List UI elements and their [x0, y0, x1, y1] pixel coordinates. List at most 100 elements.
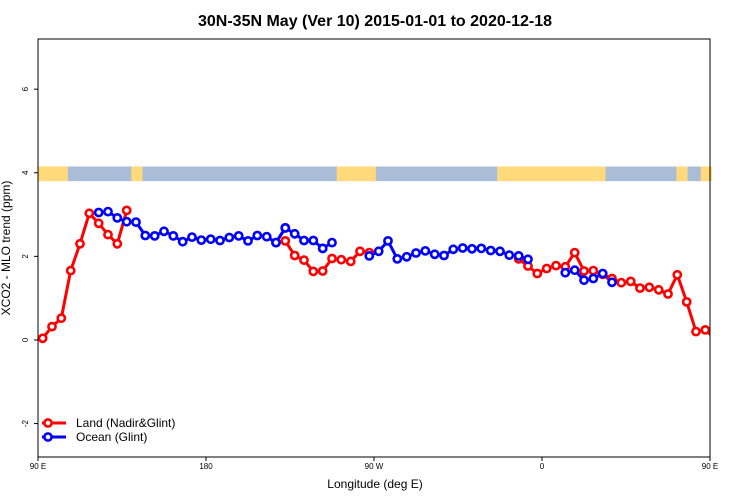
ocean-data-point	[289, 228, 300, 239]
ocean-data-point	[373, 246, 384, 257]
x-tick-label: 90 E	[702, 462, 718, 471]
y-tick-label: -2	[21, 419, 30, 427]
land-data-point	[112, 238, 123, 249]
land-data-point	[532, 268, 543, 279]
ocean-data-point	[112, 212, 123, 223]
ocean-data-point	[420, 245, 431, 256]
surface-band	[38, 166, 712, 182]
land-data-point	[730, 315, 737, 322]
land-data-point	[644, 282, 655, 293]
ocean-data-point	[364, 250, 375, 261]
land-data-point	[103, 229, 113, 240]
land-data-point	[541, 263, 552, 274]
land-band-segment	[590, 166, 606, 182]
ocean-data-point	[308, 235, 319, 246]
ocean-data-point	[597, 268, 608, 279]
land-data-point	[299, 255, 309, 265]
ocean-data-point	[131, 217, 141, 227]
land-data-point	[625, 276, 636, 287]
ocean-data-point	[467, 243, 477, 254]
ocean-data-point	[299, 235, 309, 246]
plot-lines	[41, 209, 710, 340]
x-tick-label: 0	[540, 462, 545, 471]
land-data-point	[280, 235, 291, 246]
land-data-point	[681, 296, 692, 307]
land-data-point	[588, 265, 599, 276]
legend-ocean-label: Ocean (Glint)	[76, 430, 147, 444]
ocean-data-point	[579, 275, 589, 286]
ocean-data-point	[243, 235, 253, 246]
land-band-segment	[336, 166, 376, 182]
legend-land-marker	[43, 418, 53, 428]
land-data-point	[317, 266, 328, 276]
ocean-data-point	[411, 248, 421, 258]
land-band-segment	[38, 166, 68, 182]
ocean-data-point	[560, 267, 571, 278]
ocean-data-point	[448, 244, 459, 255]
y-tick-label: 4	[21, 170, 30, 175]
y-axis: -2 0 2 4 6	[21, 86, 38, 427]
ocean-data-point	[252, 230, 263, 241]
land-band-segment	[497, 166, 591, 182]
ocean-data-point	[196, 235, 207, 245]
ocean-data-point	[317, 243, 328, 254]
land-data-point	[93, 218, 104, 229]
ocean-data-point	[168, 230, 179, 241]
ocean-data-point	[569, 265, 580, 276]
ocean-data-point	[429, 249, 440, 260]
ocean-data-point	[504, 250, 515, 260]
ocean-data-point	[233, 230, 244, 241]
ocean-data-point	[383, 235, 393, 246]
ocean-data-point	[159, 226, 169, 237]
land-data-point	[308, 266, 319, 277]
x-tick-label: 90 E	[30, 462, 46, 471]
ocean-data-point	[224, 232, 235, 243]
land-data-point	[691, 326, 701, 337]
ocean-data-point	[485, 245, 496, 256]
x-axis-label: Longitude (deg E)	[327, 477, 422, 491]
x-tick-label: 90 W	[365, 462, 384, 471]
land-band-segment	[131, 166, 143, 182]
ocean-data-point	[215, 235, 225, 246]
ocean-data-point	[205, 234, 216, 245]
land-data-point	[336, 254, 347, 265]
ocean-data-point	[476, 243, 487, 254]
y-tick-label: 6	[21, 86, 30, 91]
ocean-data-point	[457, 243, 468, 253]
land-data-point	[616, 277, 627, 288]
land-data-point	[579, 266, 589, 276]
ocean-data-point	[513, 250, 524, 261]
land-series-line	[41, 209, 129, 340]
ocean-data-point	[523, 254, 533, 265]
land-data-point	[38, 333, 48, 344]
land-data-point	[700, 325, 710, 335]
x-tick-label: 180	[199, 462, 213, 471]
ocean-data-point	[103, 206, 113, 217]
land-data-point	[709, 336, 710, 340]
y-tick-label: 0	[21, 337, 30, 342]
ocean-data-point	[187, 232, 197, 242]
ocean-data-point	[261, 231, 272, 242]
land-series-line	[284, 240, 370, 273]
land-data-point	[653, 284, 664, 295]
legend-ocean-marker	[43, 432, 53, 442]
land-data-point	[551, 260, 561, 271]
ocean-data-point	[93, 207, 104, 218]
land-data-point	[84, 208, 95, 219]
ocean-data-point	[401, 251, 412, 262]
land-data-point	[75, 238, 85, 249]
ocean-data-point	[121, 216, 132, 227]
ocean-data-point	[392, 253, 403, 264]
legend: Land (Nadir&Glint)Ocean (Glint)	[42, 416, 175, 444]
land-series-line	[517, 251, 710, 337]
plot-frame	[37, 38, 711, 458]
ocean-data-point	[271, 237, 281, 248]
y-tick-label: 2	[21, 254, 30, 259]
land-data-point	[121, 205, 132, 216]
land-data-point	[289, 250, 300, 261]
ocean-data-point	[607, 277, 617, 288]
legend-land-label: Land (Nadir&Glint)	[76, 416, 175, 430]
x-axis: 90 E 180 90 W 0 90 E	[30, 457, 718, 471]
ocean-data-point	[495, 246, 505, 257]
